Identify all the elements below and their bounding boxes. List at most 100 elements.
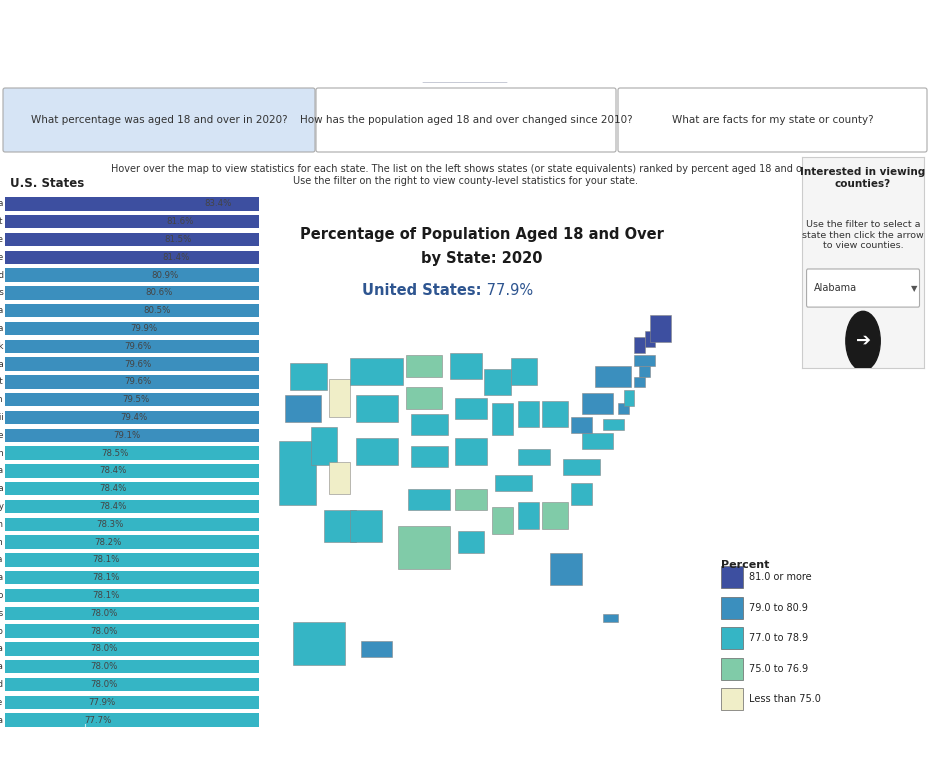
Bar (285, 395, 322, 422)
FancyBboxPatch shape (3, 88, 315, 152)
Text: California: California (0, 644, 4, 653)
Bar (456, 488, 487, 510)
Bar (5, 268, 930, 281)
Bar (639, 366, 650, 376)
Text: New Jersey: New Jersey (0, 502, 4, 511)
Text: 81.4%: 81.4% (162, 252, 190, 262)
Text: U.S. Department of Commerce: U.S. Department of Commerce (92, 738, 221, 746)
Bar (618, 403, 629, 414)
Bar (290, 363, 326, 390)
FancyBboxPatch shape (806, 269, 920, 307)
Text: Florida: Florida (0, 307, 4, 315)
Text: Delaware: Delaware (0, 430, 4, 440)
Text: Percentage of Population Aged 18 and Over: Percentage of Population Aged 18 and Ove… (299, 227, 664, 242)
Text: 79.9%: 79.9% (130, 324, 158, 333)
Bar (293, 622, 345, 665)
Text: What are facts for my state or county?: What are facts for my state or county? (671, 115, 873, 125)
Text: South Carolina: South Carolina (0, 466, 4, 475)
Bar (571, 416, 592, 433)
Bar (355, 438, 398, 465)
Bar (492, 507, 513, 534)
Bar (5, 695, 930, 709)
Bar (623, 390, 634, 406)
Bar (542, 502, 568, 528)
Bar (519, 448, 550, 465)
Bar (603, 614, 618, 622)
Text: Census: Census (8, 747, 59, 760)
Text: U.S. CENSUS BUREAU: U.S. CENSUS BUREAU (92, 750, 183, 758)
Text: Montana: Montana (0, 485, 4, 493)
Text: 80.9%: 80.9% (152, 270, 179, 280)
Bar (411, 446, 447, 467)
Text: 78.4%: 78.4% (99, 466, 126, 475)
Bar (456, 438, 487, 465)
Bar (495, 475, 532, 492)
Text: Ohio: Ohio (0, 626, 4, 636)
Bar (519, 502, 539, 528)
Text: 81.5%: 81.5% (165, 235, 192, 244)
Bar (351, 510, 382, 542)
Bar (581, 393, 613, 414)
Text: North Carolina: North Carolina (0, 573, 4, 583)
Bar (5, 589, 930, 602)
Bar (485, 368, 511, 395)
Text: 78.2%: 78.2% (95, 538, 122, 546)
Bar (721, 688, 743, 710)
Bar (5, 571, 930, 584)
Bar (5, 251, 930, 264)
Bar (634, 355, 655, 366)
Bar (550, 553, 581, 585)
Text: 80.6%: 80.6% (145, 289, 173, 297)
Bar (351, 358, 403, 385)
Bar (5, 376, 930, 389)
Bar (721, 597, 743, 619)
Text: Percent: Percent (721, 560, 769, 570)
Bar (5, 482, 930, 495)
Text: 78.5%: 78.5% (101, 448, 128, 458)
Bar (5, 624, 930, 637)
Bar (634, 376, 644, 387)
Text: 81.0 or more: 81.0 or more (749, 572, 811, 582)
Bar (5, 198, 930, 211)
Text: Hawaii: Hawaii (0, 413, 4, 422)
Bar (594, 366, 631, 387)
Bar (411, 414, 447, 435)
Text: 78.0%: 78.0% (90, 609, 118, 618)
Text: U.S. States: U.S. States (9, 176, 84, 190)
Text: 78.4%: 78.4% (99, 502, 126, 511)
Bar (650, 315, 671, 342)
Text: Pennsylvania: Pennsylvania (0, 360, 4, 368)
Text: 79.4%: 79.4% (120, 413, 147, 422)
Bar (458, 532, 485, 553)
Bar (405, 355, 443, 376)
Bar (398, 526, 450, 569)
Text: Alabama: Alabama (814, 283, 857, 293)
Bar (5, 446, 930, 459)
Text: Massachusetts: Massachusetts (0, 289, 4, 297)
Text: 79.5%: 79.5% (122, 395, 150, 405)
Text: 78.0%: 78.0% (90, 644, 118, 653)
Bar (571, 484, 592, 505)
Text: ▼: ▼ (911, 284, 918, 292)
Text: Use the filter to select a
state then click the arrow
to view counties.: Use the filter to select a state then cl… (803, 220, 923, 250)
Bar (408, 488, 450, 510)
Bar (5, 500, 930, 514)
Bar (405, 387, 443, 408)
Text: Less than 75.0: Less than 75.0 (749, 695, 820, 704)
Text: 78.3%: 78.3% (97, 520, 124, 528)
Bar (5, 554, 930, 567)
Bar (456, 398, 487, 419)
Text: Rhode Island: Rhode Island (0, 270, 4, 280)
Bar (324, 510, 355, 542)
Bar (311, 427, 338, 465)
Bar (603, 419, 623, 430)
Text: 80.5%: 80.5% (143, 307, 170, 315)
Text: Interested in viewing
counties?: Interested in viewing counties? (801, 168, 925, 189)
Bar (279, 441, 316, 505)
Text: by State: 2020: by State: 2020 (421, 251, 542, 266)
Text: census.gov: census.gov (92, 761, 140, 771)
Text: United States:: United States: (362, 283, 482, 298)
Bar (721, 566, 743, 588)
Text: 83.4%: 83.4% (205, 199, 232, 209)
Bar (564, 459, 600, 475)
